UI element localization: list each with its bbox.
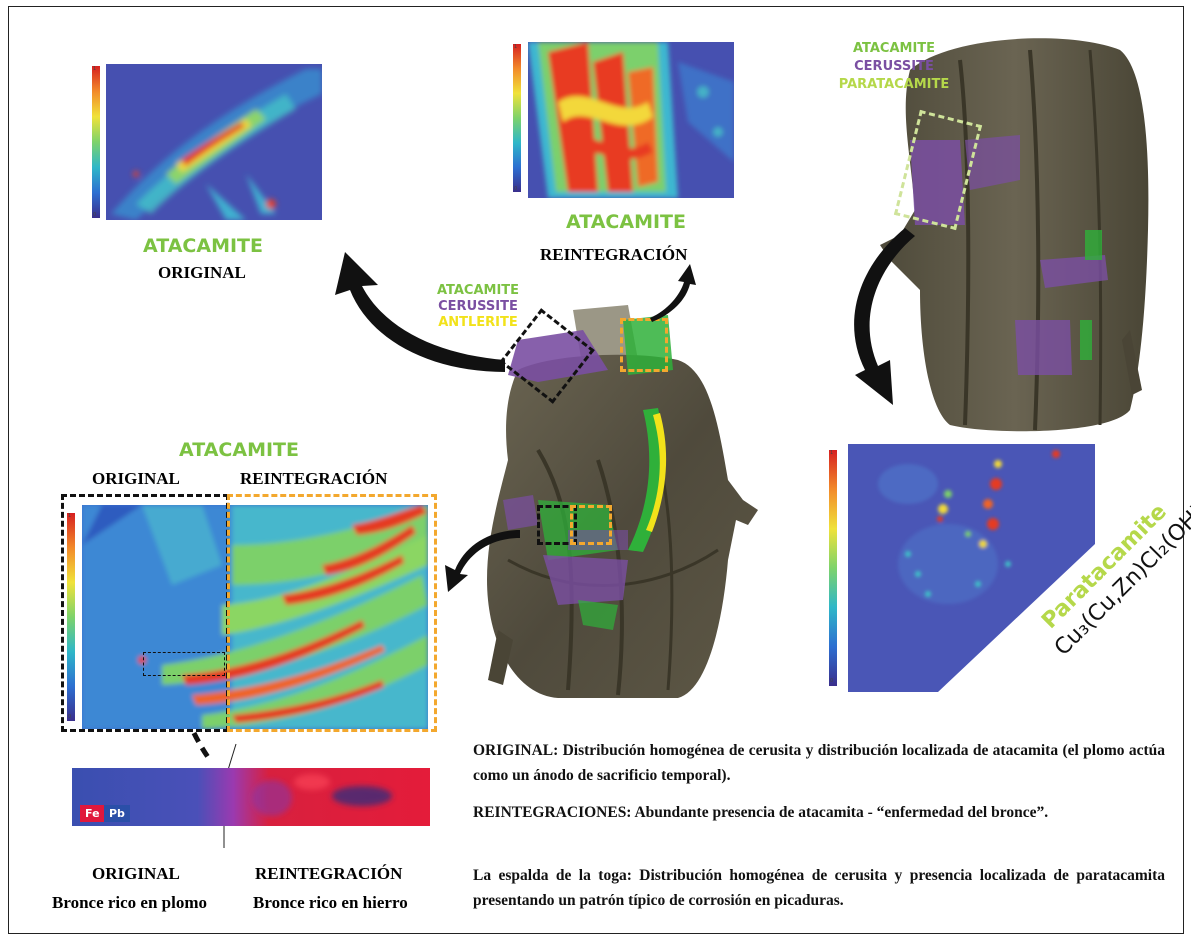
legend-atacamite: ATACAMITE bbox=[436, 283, 520, 298]
zone-label-left-original: ORIGINAL bbox=[92, 469, 180, 488]
region-box-shoulder-reintegration bbox=[620, 318, 668, 372]
mineral-label-top-left: ATACAMITE bbox=[143, 235, 263, 257]
region-box-chest-original bbox=[537, 505, 577, 545]
mineral-label-top-center: ATACAMITE bbox=[566, 211, 686, 233]
legend-cerussite-back: CERUSSITE bbox=[854, 59, 934, 74]
scale-min-label: 0 bbox=[93, 212, 97, 218]
note-original: ORIGINAL: Distribución homogénea de ceru… bbox=[473, 742, 1165, 784]
zone-label-left-reintegration: REINTEGRACIÓN bbox=[240, 469, 388, 488]
dashed-curve-to-xrf bbox=[172, 667, 213, 762]
scale-min-label: 0 bbox=[68, 714, 72, 720]
statue-render-back bbox=[870, 30, 1170, 440]
scale-max-label: 1 bbox=[93, 66, 97, 72]
arrow-to-right-map bbox=[854, 228, 915, 405]
mineral-label-left-map: ATACAMITE bbox=[179, 439, 299, 461]
figure-frame bbox=[8, 6, 1184, 934]
legend-antlerite: ANTLERITE bbox=[438, 315, 518, 330]
fe-badge: Fe bbox=[80, 805, 105, 822]
zone-label-top-center: REINTEGRACIÓN bbox=[540, 245, 688, 264]
statue-legend: ATACAMITE CERUSSITE ANTLERITE bbox=[436, 283, 520, 331]
heatmap-atacamite-left bbox=[82, 505, 428, 729]
back-legend: ATACAMITE CERUSSITE PARATACAMITE bbox=[836, 40, 952, 94]
arrow-to-left-map bbox=[445, 530, 520, 592]
xrf-left-title: ORIGINAL bbox=[92, 864, 180, 883]
color-scale-top-center bbox=[513, 44, 521, 192]
xrf-right-title: REINTEGRACIÓN bbox=[255, 864, 403, 883]
arrow-to-top-center bbox=[650, 264, 696, 322]
scale-min-label: 0 bbox=[514, 186, 518, 192]
note-back-of-toga: La espalda de la toga: Distribución homo… bbox=[473, 867, 1165, 909]
color-scale-left bbox=[67, 513, 75, 721]
arrow-to-top-left bbox=[335, 252, 505, 372]
region-box-left-reintegration bbox=[227, 494, 437, 732]
scale-max-label: 1 bbox=[830, 450, 834, 456]
xrf-left-subtitle: Bronce rico en plomo bbox=[52, 893, 208, 912]
heatmap-atacamite-reintegration-top bbox=[528, 42, 734, 198]
color-scale-top-left bbox=[92, 66, 100, 218]
note-reintegrations: REINTEGRACIONES: Abundante presencia de … bbox=[473, 804, 1049, 821]
xrf-right-subtitle: Bronce rico en hierro bbox=[253, 893, 408, 912]
scale-max-label: 1 bbox=[514, 44, 518, 50]
zone-label-top-left: ORIGINAL bbox=[158, 263, 246, 282]
zoom-box-xrf-source bbox=[143, 652, 225, 676]
leader-line-xrf bbox=[227, 743, 237, 771]
scale-min-label: 0 bbox=[830, 678, 834, 684]
scale-max-label: 1 bbox=[68, 513, 72, 519]
xrf-map-fe-pb: Fe Pb bbox=[72, 768, 430, 826]
pb-badge: Pb bbox=[104, 805, 130, 822]
legend-cerussite: CERUSSITE bbox=[438, 299, 518, 314]
legend-paratacamite-back: PARATACAMITE bbox=[838, 77, 950, 92]
legend-atacamite-back: ATACAMITE bbox=[852, 41, 936, 56]
heatmap-atacamite-original-top bbox=[106, 64, 322, 220]
region-box-chest-reintegration bbox=[570, 505, 612, 545]
heatmap-paratacamite bbox=[848, 444, 1095, 692]
statue-render-front bbox=[478, 300, 778, 700]
region-box-left-original bbox=[61, 494, 229, 732]
color-scale-right bbox=[829, 450, 837, 686]
